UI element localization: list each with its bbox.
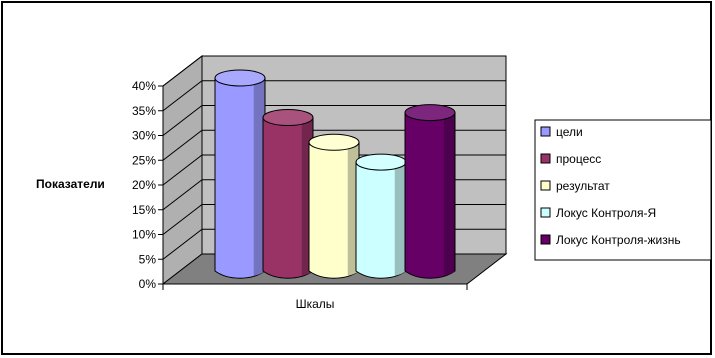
legend: цели процесс результат Локус Контроля-Я Локу… xyxy=(534,119,712,261)
bar-top xyxy=(404,104,456,122)
legend-label: результат xyxy=(556,179,610,193)
bar-4 xyxy=(355,153,407,279)
bar-shade xyxy=(394,162,406,276)
bar-shade xyxy=(253,77,265,276)
bar-top xyxy=(262,109,314,127)
bar-shade xyxy=(443,112,455,276)
legend-label: цели xyxy=(556,125,583,139)
y-tick-label: 0% xyxy=(139,277,157,291)
y-tick-label: 10% xyxy=(132,228,156,242)
x-axis-category-label: Шкалы xyxy=(296,297,335,311)
legend-swatch xyxy=(540,234,551,245)
y-tick-label: 35% xyxy=(132,104,156,118)
y-tick-label: 15% xyxy=(132,203,156,217)
y-axis-title: Показатели xyxy=(36,177,105,191)
bar-top xyxy=(214,69,266,87)
gridline xyxy=(162,105,506,136)
y-tick-label: 25% xyxy=(132,153,156,167)
gridline xyxy=(162,80,506,112)
y-tick-label: 30% xyxy=(132,129,156,143)
y-tick-label: 40% xyxy=(132,79,156,93)
bar-3 xyxy=(308,133,360,279)
legend-box xyxy=(534,119,712,261)
bar-top xyxy=(308,133,360,151)
legend-swatch xyxy=(540,126,551,137)
legend-swatch xyxy=(540,153,551,164)
legend-swatch xyxy=(540,180,551,191)
legend-swatch xyxy=(540,207,551,218)
bar-5 xyxy=(404,104,456,279)
legend-label: процесс xyxy=(556,152,601,166)
bar-2 xyxy=(262,109,314,279)
legend-label: Локус Контроля-Я xyxy=(556,206,656,220)
y-axis-ticks: 0% 5% 10% 15% 20% 25% 30% 35% 40% xyxy=(132,79,468,291)
y-tick-label: 20% xyxy=(132,178,156,192)
bar-top xyxy=(355,153,407,171)
bar-1 xyxy=(214,69,266,279)
legend-label: Локус Контроля-жизнь xyxy=(556,233,681,247)
gridline xyxy=(162,55,506,87)
bars xyxy=(214,69,456,279)
y-tick-label: 5% xyxy=(139,252,157,266)
